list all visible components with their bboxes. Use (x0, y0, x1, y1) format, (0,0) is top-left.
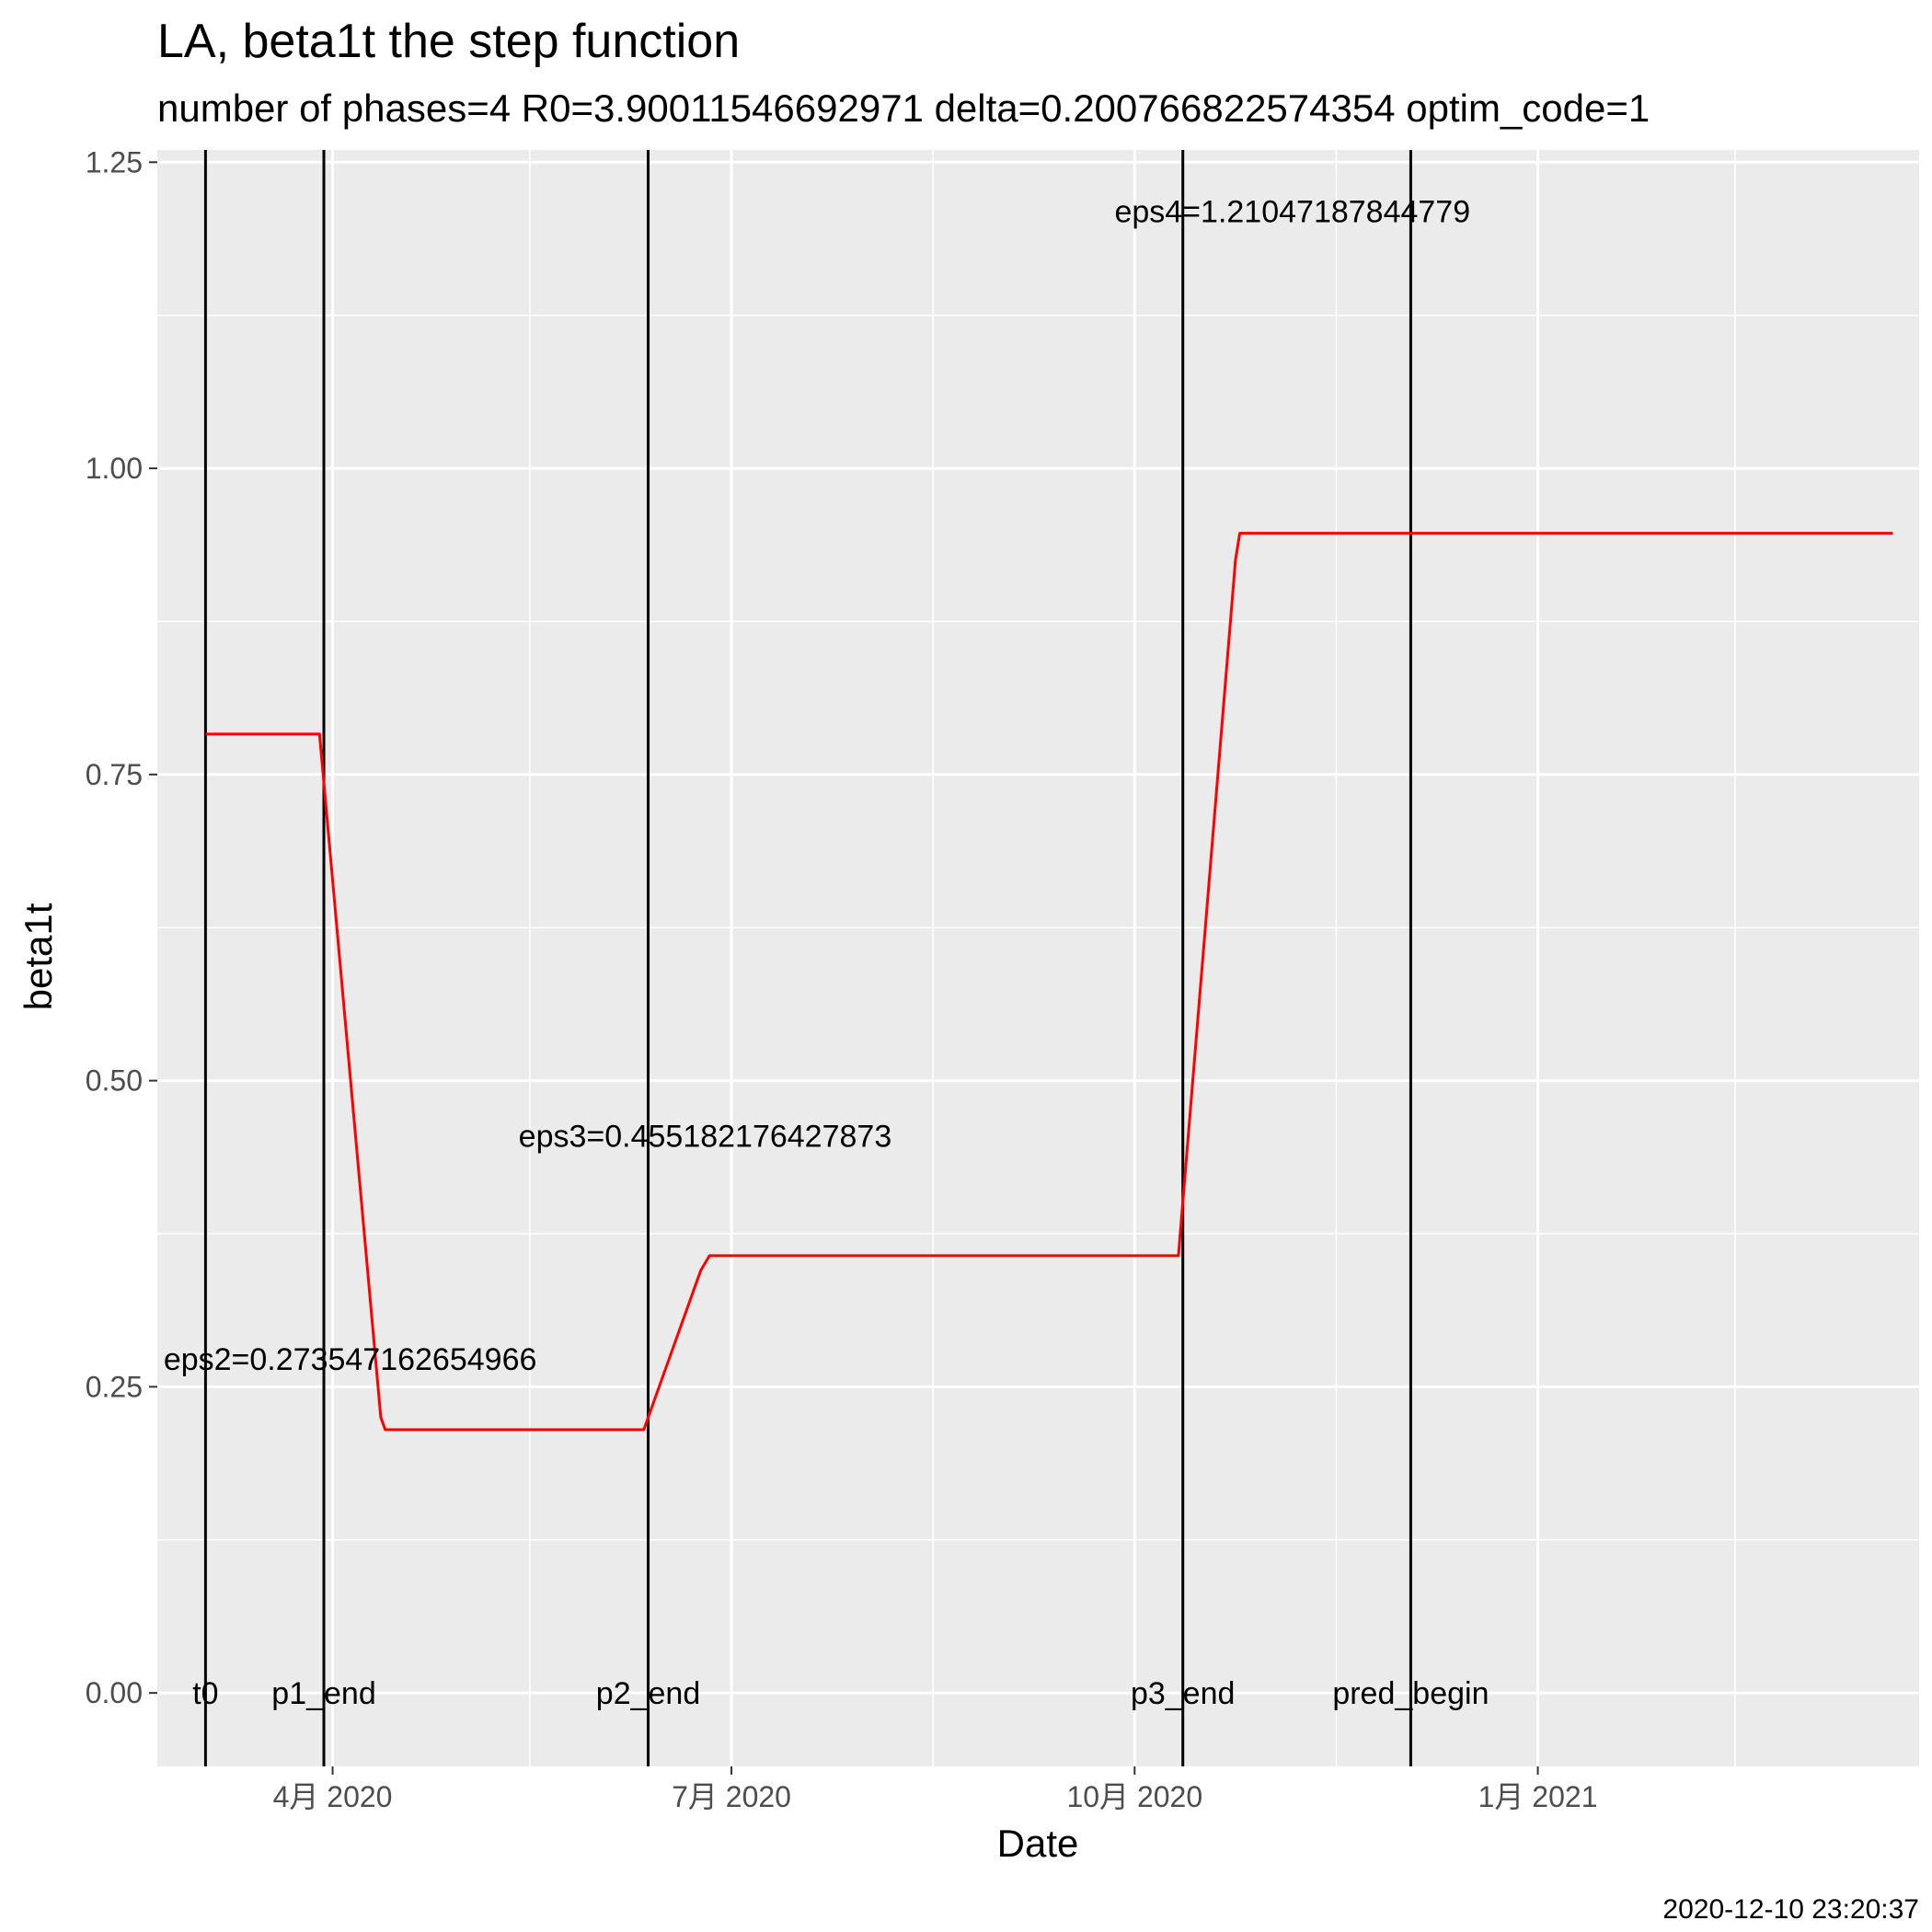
phase-line-label: pred_begin (1332, 1676, 1489, 1711)
y-tick-label: 0.75 (86, 758, 143, 791)
series-layer (205, 532, 1893, 1432)
chart-title: LA, beta1t the step function (157, 15, 740, 68)
x-tick-label: 10月 2020 (1066, 1780, 1202, 1813)
phase-boundary-lines: t0 p1_end p2_end p3_end pred_begin (192, 150, 1489, 1766)
x-axis-title: Date (997, 1822, 1079, 1865)
phase-line-label: p3_end (1131, 1676, 1235, 1711)
y-tick-label: 0.25 (86, 1370, 143, 1403)
eps-annotation: eps3=0.455182176427873 (519, 1120, 892, 1155)
chart-caption: 2020-12-10 23:20:37 (1662, 1894, 1919, 1925)
phase-line-label: p2_end (596, 1676, 700, 1711)
eps-annotation: eps2=0.273547162654966 (164, 1342, 537, 1377)
y-tick-label: 0.00 (86, 1676, 143, 1709)
eps-annotation: eps4=1.21047187844779 (1114, 195, 1470, 230)
x-tick-label: 4月 2020 (273, 1780, 393, 1813)
x-tick-label: 7月 2020 (672, 1780, 791, 1813)
annotation-layer: eps2=0.273547162654966 eps3=0.45518217642… (164, 195, 1470, 1377)
major-gridlines (157, 150, 1919, 1766)
y-tick-label: 1.25 (86, 145, 143, 178)
y-axis-title: beta1t (17, 903, 60, 1010)
axis-ticks: 0.00 0.25 0.50 0.75 1.00 1.25 4月 2020 7月 2020 10… (86, 145, 1598, 1813)
beta1t-line (205, 532, 1893, 1432)
minor-gridlines (130, 150, 1919, 1766)
chart-subtitle: number of phases=4 R0=3.90011546692971 d… (157, 86, 1650, 130)
x-tick-label: 1月 2021 (1478, 1780, 1598, 1813)
y-tick-label: 1.00 (86, 452, 143, 485)
phase-line-label: p1_end (271, 1676, 375, 1711)
plot-panel (157, 150, 1919, 1766)
y-tick-label: 0.50 (86, 1064, 143, 1098)
phase-line-label: t0 (192, 1676, 218, 1711)
